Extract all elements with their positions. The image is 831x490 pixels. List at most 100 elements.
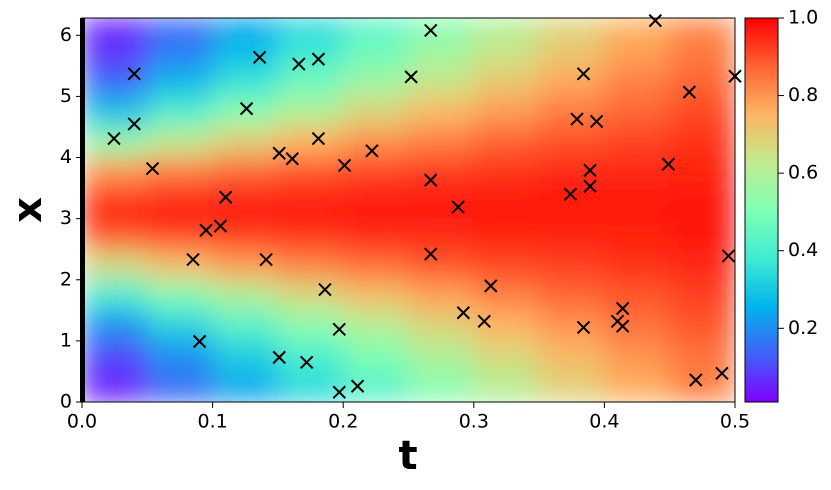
heat-cell bbox=[277, 370, 344, 402]
scatter-point bbox=[192, 334, 207, 349]
heat-cell bbox=[212, 65, 279, 97]
heat-cell bbox=[82, 157, 148, 189]
heat-cell bbox=[408, 95, 475, 128]
heat-cell bbox=[669, 187, 735, 220]
heat-cell bbox=[342, 34, 409, 67]
scatter-point bbox=[318, 282, 332, 297]
heat-cell bbox=[212, 95, 279, 128]
heat-cell bbox=[146, 95, 214, 128]
heat-cell bbox=[669, 279, 735, 311]
heat-cell bbox=[342, 218, 409, 250]
scatter-point bbox=[570, 112, 584, 126]
scatter-point bbox=[213, 219, 228, 233]
heat-cell bbox=[146, 248, 214, 281]
heat-cell bbox=[82, 34, 148, 67]
scatter-point bbox=[661, 157, 676, 171]
heat-cell bbox=[212, 218, 279, 250]
heat-cell bbox=[603, 309, 671, 342]
heat-cell bbox=[538, 248, 605, 281]
y-tick-label: 4 bbox=[60, 146, 72, 168]
heat-cell bbox=[408, 126, 475, 159]
x-tick-label: 0.5 bbox=[720, 411, 750, 433]
heat-cell bbox=[82, 340, 148, 372]
heat-cell bbox=[146, 18, 214, 36]
heat-cell bbox=[277, 218, 344, 250]
scatter-point bbox=[350, 379, 365, 393]
heat-cell bbox=[342, 95, 409, 128]
heat-cell bbox=[82, 126, 148, 159]
heat-cell bbox=[212, 126, 279, 159]
heat-cell bbox=[538, 34, 605, 67]
scatter-point bbox=[583, 163, 597, 178]
heat-cell bbox=[277, 248, 344, 281]
y-tick-label: 0 bbox=[60, 391, 72, 413]
heat-cell bbox=[342, 18, 409, 36]
heat-cell bbox=[82, 309, 148, 342]
heat-cell bbox=[212, 18, 279, 36]
heat-cell bbox=[669, 34, 735, 67]
scatter-point bbox=[145, 161, 160, 176]
heat-cell bbox=[538, 340, 605, 372]
heat-cell bbox=[669, 248, 735, 281]
heat-cell bbox=[277, 309, 344, 342]
heat-cell bbox=[603, 218, 671, 250]
heat-cell bbox=[82, 218, 148, 250]
scatter-point bbox=[272, 350, 286, 365]
scatter-point bbox=[715, 366, 729, 380]
heat-cell bbox=[603, 187, 671, 220]
scatter-point bbox=[218, 190, 233, 204]
scatter-point bbox=[615, 301, 630, 316]
scatter-point bbox=[721, 249, 736, 263]
heat-cell bbox=[277, 34, 344, 67]
heat-cell bbox=[146, 65, 214, 97]
heat-cell bbox=[408, 18, 475, 36]
heat-cell bbox=[669, 18, 735, 36]
heat-cell bbox=[603, 65, 671, 97]
heat-cell bbox=[408, 279, 475, 311]
heat-cell bbox=[277, 126, 344, 159]
heat-cell bbox=[212, 279, 279, 311]
heat-cell bbox=[146, 279, 214, 311]
heat-cell bbox=[669, 309, 735, 342]
heat-cell bbox=[473, 157, 540, 189]
heat-cell bbox=[408, 309, 475, 342]
y-tick-label: 6 bbox=[60, 24, 72, 46]
colorbar-tick-label: 0.6 bbox=[788, 162, 818, 184]
heat-cell bbox=[408, 34, 475, 67]
heat-cell bbox=[82, 95, 148, 128]
scatter-point bbox=[259, 252, 273, 267]
heat-cell bbox=[277, 18, 344, 36]
x-tick-label: 0.3 bbox=[459, 411, 489, 433]
scatter-point bbox=[682, 85, 696, 99]
scatter-point bbox=[563, 187, 578, 201]
heat-cell bbox=[342, 248, 409, 281]
heat-cell bbox=[82, 248, 148, 281]
heat-cell bbox=[603, 34, 671, 67]
colorbar-tick-label: 0.2 bbox=[788, 317, 818, 339]
heat-cell bbox=[538, 65, 605, 97]
heat-cell bbox=[408, 248, 475, 281]
scatter-point bbox=[583, 179, 597, 193]
heat-cell bbox=[342, 65, 409, 97]
heat-cell bbox=[603, 157, 671, 189]
heatmap-cells bbox=[82, 18, 735, 402]
heat-cell bbox=[342, 370, 409, 402]
y-tick-label: 2 bbox=[60, 268, 72, 290]
heat-cell bbox=[603, 279, 671, 311]
colorbar-tick-label: 1.0 bbox=[788, 7, 818, 29]
heat-cell bbox=[408, 187, 475, 220]
heat-cell bbox=[342, 157, 409, 189]
y-axis-label: x bbox=[5, 197, 51, 223]
scatter-point bbox=[689, 373, 703, 387]
heat-cell bbox=[408, 340, 475, 372]
heat-cell bbox=[669, 65, 735, 97]
heat-cell bbox=[538, 126, 605, 159]
heat-cell bbox=[538, 95, 605, 128]
y-tick-label: 3 bbox=[60, 207, 72, 229]
scatter-point bbox=[186, 252, 200, 267]
heat-cell bbox=[408, 157, 475, 189]
scatter-point bbox=[272, 146, 286, 160]
heat-cell bbox=[473, 279, 540, 311]
heat-cell bbox=[603, 126, 671, 159]
